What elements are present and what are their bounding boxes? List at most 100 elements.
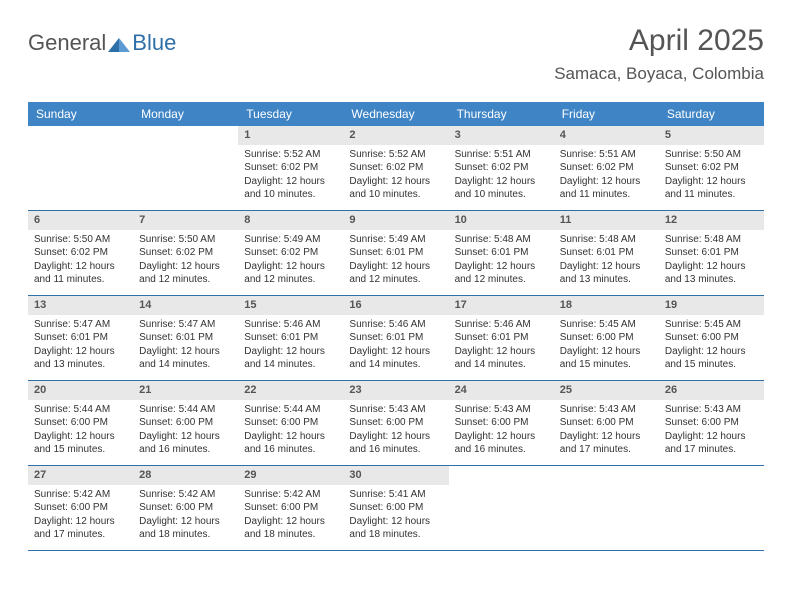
day-cell: 26Sunrise: 5:43 AMSunset: 6:00 PMDayligh… [659,381,764,465]
sunset-text: Sunset: 6:00 PM [139,416,232,430]
day-number: 29 [238,466,343,485]
day-info: Sunrise: 5:42 AMSunset: 6:00 PMDaylight:… [32,488,129,542]
day-cell: 14Sunrise: 5:47 AMSunset: 6:01 PMDayligh… [133,296,238,380]
weeks-container: 1Sunrise: 5:52 AMSunset: 6:02 PMDaylight… [28,126,764,551]
day-cell [554,466,659,550]
sunset-text: Sunset: 6:02 PM [665,161,758,175]
day-number: 17 [449,296,554,315]
daylight1-text: Daylight: 12 hours [139,345,232,359]
sunrise-text: Sunrise: 5:52 AM [244,148,337,162]
day-info: Sunrise: 5:46 AMSunset: 6:01 PMDaylight:… [347,318,444,372]
daylight2-text: and 11 minutes. [560,188,653,202]
daylight2-text: and 16 minutes. [455,443,548,457]
day-cell: 4Sunrise: 5:51 AMSunset: 6:02 PMDaylight… [554,126,659,210]
sunrise-text: Sunrise: 5:45 AM [665,318,758,332]
day-cell: 2Sunrise: 5:52 AMSunset: 6:02 PMDaylight… [343,126,448,210]
daylight1-text: Daylight: 12 hours [665,345,758,359]
day-cell: 27Sunrise: 5:42 AMSunset: 6:00 PMDayligh… [28,466,133,550]
day-info: Sunrise: 5:43 AMSunset: 6:00 PMDaylight:… [347,403,444,457]
day-number: 4 [554,126,659,145]
sunrise-text: Sunrise: 5:44 AM [139,403,232,417]
day-number: 24 [449,381,554,400]
sunset-text: Sunset: 6:02 PM [560,161,653,175]
sunset-text: Sunset: 6:00 PM [34,416,127,430]
week-row: 27Sunrise: 5:42 AMSunset: 6:00 PMDayligh… [28,466,764,551]
sunrise-text: Sunrise: 5:44 AM [34,403,127,417]
sunset-text: Sunset: 6:01 PM [34,331,127,345]
day-header: Friday [554,102,659,126]
daylight2-text: and 10 minutes. [244,188,337,202]
day-number: 21 [133,381,238,400]
daylight1-text: Daylight: 12 hours [244,430,337,444]
day-header: Tuesday [238,102,343,126]
day-number: 2 [343,126,448,145]
sunset-text: Sunset: 6:02 PM [139,246,232,260]
calendar-grid: SundayMondayTuesdayWednesdayThursdayFrid… [28,102,764,551]
sunrise-text: Sunrise: 5:49 AM [349,233,442,247]
day-number: 19 [659,296,764,315]
sunrise-text: Sunrise: 5:46 AM [349,318,442,332]
sunrise-text: Sunrise: 5:48 AM [560,233,653,247]
day-number: 3 [449,126,554,145]
daylight1-text: Daylight: 12 hours [560,175,653,189]
day-info: Sunrise: 5:50 AMSunset: 6:02 PMDaylight:… [137,233,234,287]
sunrise-text: Sunrise: 5:50 AM [34,233,127,247]
week-row: 6Sunrise: 5:50 AMSunset: 6:02 PMDaylight… [28,211,764,296]
day-info: Sunrise: 5:44 AMSunset: 6:00 PMDaylight:… [242,403,339,457]
week-row: 13Sunrise: 5:47 AMSunset: 6:01 PMDayligh… [28,296,764,381]
daylight1-text: Daylight: 12 hours [244,515,337,529]
day-cell: 12Sunrise: 5:48 AMSunset: 6:01 PMDayligh… [659,211,764,295]
daylight1-text: Daylight: 12 hours [139,430,232,444]
day-number: 22 [238,381,343,400]
sunrise-text: Sunrise: 5:50 AM [139,233,232,247]
sunset-text: Sunset: 6:02 PM [244,161,337,175]
title-block: April 2025 Samaca, Boyaca, Colombia [554,24,764,84]
day-number: 15 [238,296,343,315]
sunset-text: Sunset: 6:00 PM [560,416,653,430]
day-info: Sunrise: 5:49 AMSunset: 6:02 PMDaylight:… [242,233,339,287]
daylight2-text: and 15 minutes. [665,358,758,372]
day-number: 18 [554,296,659,315]
daylight2-text: and 10 minutes. [349,188,442,202]
sunrise-text: Sunrise: 5:42 AM [34,488,127,502]
day-number: 9 [343,211,448,230]
day-number: 16 [343,296,448,315]
day-info: Sunrise: 5:45 AMSunset: 6:00 PMDaylight:… [558,318,655,372]
sunset-text: Sunset: 6:00 PM [560,331,653,345]
daylight2-text: and 17 minutes. [665,443,758,457]
day-number: 1 [238,126,343,145]
logo-text-general: General [28,30,106,56]
sunset-text: Sunset: 6:00 PM [34,501,127,515]
day-cell: 11Sunrise: 5:48 AMSunset: 6:01 PMDayligh… [554,211,659,295]
sunrise-text: Sunrise: 5:43 AM [560,403,653,417]
day-info: Sunrise: 5:44 AMSunset: 6:00 PMDaylight:… [137,403,234,457]
daylight1-text: Daylight: 12 hours [455,175,548,189]
daylight2-text: and 18 minutes. [139,528,232,542]
day-cell [659,466,764,550]
sunrise-text: Sunrise: 5:47 AM [139,318,232,332]
day-info: Sunrise: 5:45 AMSunset: 6:00 PMDaylight:… [663,318,760,372]
day-number: 7 [133,211,238,230]
day-info: Sunrise: 5:41 AMSunset: 6:00 PMDaylight:… [347,488,444,542]
day-header: Monday [133,102,238,126]
daylight2-text: and 11 minutes. [665,188,758,202]
day-number: 12 [659,211,764,230]
day-info: Sunrise: 5:50 AMSunset: 6:02 PMDaylight:… [32,233,129,287]
day-info: Sunrise: 5:48 AMSunset: 6:01 PMDaylight:… [453,233,550,287]
sunset-text: Sunset: 6:01 PM [455,331,548,345]
day-cell: 9Sunrise: 5:49 AMSunset: 6:01 PMDaylight… [343,211,448,295]
daylight1-text: Daylight: 12 hours [349,260,442,274]
day-info: Sunrise: 5:52 AMSunset: 6:02 PMDaylight:… [242,148,339,202]
logo: General Blue [28,30,176,56]
sunset-text: Sunset: 6:00 PM [244,501,337,515]
sunrise-text: Sunrise: 5:49 AM [244,233,337,247]
daylight1-text: Daylight: 12 hours [34,345,127,359]
daylight2-text: and 13 minutes. [665,273,758,287]
logo-text-blue: Blue [132,30,176,56]
sunset-text: Sunset: 6:00 PM [244,416,337,430]
day-number: 13 [28,296,133,315]
daylight1-text: Daylight: 12 hours [560,260,653,274]
sunset-text: Sunset: 6:00 PM [665,331,758,345]
daylight1-text: Daylight: 12 hours [560,430,653,444]
daylight1-text: Daylight: 12 hours [665,430,758,444]
